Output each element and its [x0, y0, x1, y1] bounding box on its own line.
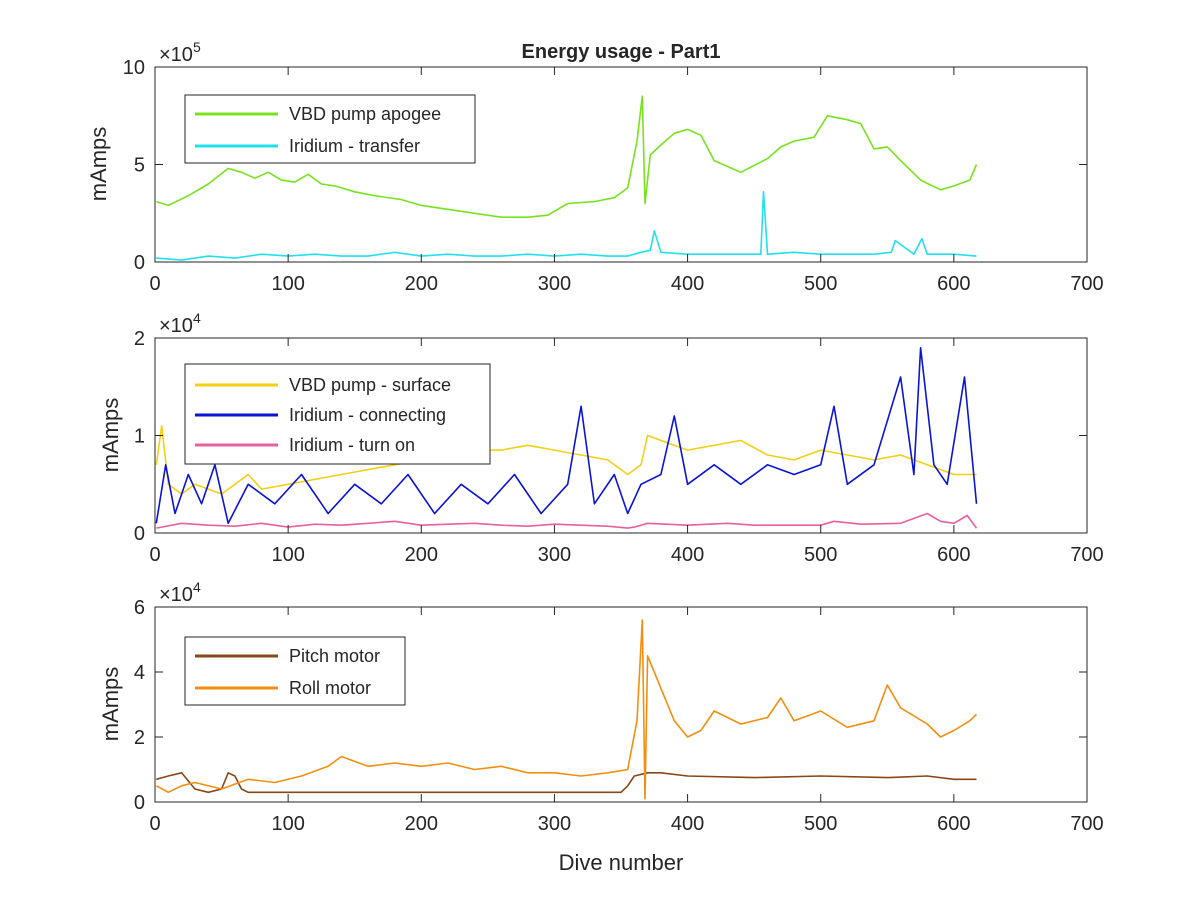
legend-label-iridium-turn-on: Iridium - turn on — [289, 435, 415, 455]
y-exponent-power: 5 — [193, 39, 201, 55]
y-tick-label: 5 — [134, 155, 145, 177]
series-layer — [156, 95, 978, 261]
y-tick-label: 2 — [134, 727, 145, 749]
surface-energy-panel: 0 100 200 300 400 500 600 700 0 1 2 mAmps ×104 VBD… — [98, 310, 1104, 566]
x-tick-label: 0 — [149, 544, 160, 566]
legend: Pitch motor Roll motor — [184, 636, 406, 706]
x-tick-label: 700 — [1070, 813, 1103, 835]
y-tick-label: 10 — [123, 57, 145, 79]
figure-title: Energy usage - Part1 — [522, 41, 721, 63]
series-line-iridium-transfer — [156, 191, 977, 261]
y-tick-label: 1 — [134, 426, 145, 448]
y-exponent-base: ×10 — [159, 44, 193, 66]
series-layer — [155, 619, 978, 800]
x-tick-label: 200 — [405, 813, 438, 835]
y-exponent-power: 4 — [193, 310, 201, 326]
series-line-pitch-motor — [156, 771, 977, 794]
x-tick-label: 500 — [804, 544, 837, 566]
series-line-vbd-pump-surface — [155, 424, 977, 495]
y-tick-label: 0 — [134, 792, 145, 814]
x-tick-label: 100 — [271, 273, 304, 295]
y-exponent-label: ×105 — [159, 39, 201, 66]
legend: VBD pump apogee Iridium - transfer — [184, 94, 476, 164]
y-exponent-power: 4 — [193, 579, 201, 595]
x-tick-label: 400 — [671, 544, 704, 566]
x-tick-label: 300 — [538, 273, 571, 295]
y-tick-label: 0 — [134, 252, 145, 274]
x-tick-label: 600 — [937, 813, 970, 835]
x-tick-label: 400 — [671, 813, 704, 835]
x-tick-label: 700 — [1070, 544, 1103, 566]
x-tick-label: 100 — [271, 813, 304, 835]
y-exponent-label: ×104 — [159, 579, 201, 606]
y-axis-label: mAmps — [98, 398, 123, 473]
y-axis-label: mAmps — [98, 667, 123, 742]
y-axis-label: mAmps — [86, 127, 111, 202]
x-tick-label: 400 — [671, 273, 704, 295]
x-tick-label: 0 — [149, 273, 160, 295]
y-exponent-base: ×10 — [159, 584, 193, 606]
x-axis-label: Dive number — [559, 850, 684, 875]
series-line-iridium-turn-on — [156, 512, 978, 529]
x-tick-label: 200 — [405, 273, 438, 295]
y-tick-label: 4 — [134, 662, 145, 684]
ticks-layer: 0 100 200 300 400 500 600 700 0 1 2 — [134, 328, 1104, 566]
x-tick-label: 600 — [937, 273, 970, 295]
legend-label-roll-motor: Roll motor — [289, 678, 371, 698]
ticks-layer: 0 100 200 300 400 500 600 700 0 5 10 — [123, 57, 1104, 295]
legend-box — [184, 636, 406, 706]
legend-label-vbd-pump-apogee: VBD pump apogee — [289, 104, 441, 124]
legend-label-vbd-pump-surface: VBD pump - surface — [289, 375, 451, 395]
series-line-iridium-connecting — [155, 346, 978, 525]
legend-label-pitch-motor: Pitch motor — [289, 646, 380, 666]
legend-label-iridium-connecting: Iridium - connecting — [289, 405, 446, 425]
legend-box — [184, 94, 476, 164]
y-exponent-label: ×104 — [159, 310, 201, 337]
x-tick-label: 500 — [804, 273, 837, 295]
series-line-vbd-pump-apogee — [156, 95, 978, 218]
y-tick-label: 6 — [134, 597, 145, 619]
x-tick-label: 600 — [937, 544, 970, 566]
series-line-roll-motor — [155, 619, 978, 800]
x-tick-label: 0 — [149, 813, 160, 835]
x-tick-label: 500 — [804, 813, 837, 835]
ticks-layer: 0 100 200 300 400 500 600 700 0 2 4 6 — [134, 597, 1104, 835]
y-tick-label: 0 — [134, 523, 145, 545]
x-tick-label: 700 — [1070, 273, 1103, 295]
y-exponent-base: ×10 — [159, 315, 193, 337]
x-tick-label: 300 — [538, 813, 571, 835]
legend: VBD pump - surface Iridium - connecting … — [184, 363, 491, 465]
series-layer — [155, 346, 978, 529]
x-tick-label: 300 — [538, 544, 571, 566]
apogee-energy-panel: 0 100 200 300 400 500 600 700 0 5 10 Energy usage … — [86, 39, 1104, 295]
x-tick-label: 100 — [271, 544, 304, 566]
x-tick-label: 200 — [405, 544, 438, 566]
legend-label-iridium-transfer: Iridium - transfer — [289, 136, 420, 156]
y-tick-label: 2 — [134, 328, 145, 350]
